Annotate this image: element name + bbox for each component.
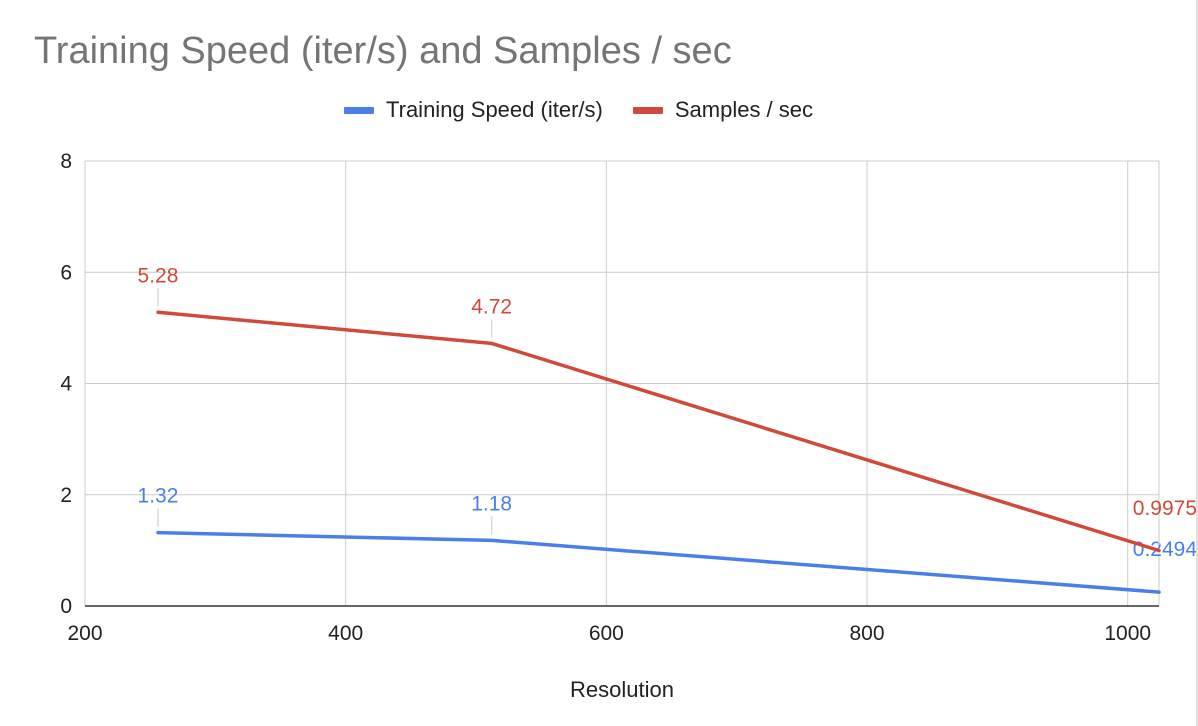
x-tick-label: 1000 xyxy=(1104,622,1151,645)
y-tick-label: 4 xyxy=(60,373,72,396)
data-label: 4.72 xyxy=(471,295,512,318)
data-label: 1.32 xyxy=(138,485,179,508)
legend-label-samples-per-sec: Samples / sec xyxy=(674,97,814,122)
y-tick-label: 6 xyxy=(60,261,72,284)
data-label: 5.28 xyxy=(138,264,179,287)
legend-item-training-speed[interactable]: Training Speed (iter/s) xyxy=(344,97,603,123)
data-label: 0.2494 xyxy=(1133,538,1198,561)
chart-legend: Training Speed (iter/s) Samples / sec xyxy=(344,97,843,123)
x-axis-title: Resolution xyxy=(570,677,674,702)
y-tick-label: 8 xyxy=(60,150,72,173)
data-label: 0.9975 xyxy=(1133,497,1197,520)
y-tick-label: 2 xyxy=(60,484,72,507)
legend-swatch-samples-per-sec xyxy=(632,106,663,114)
window-edge-divider xyxy=(1196,0,1198,726)
legend-swatch-training-speed xyxy=(344,106,374,114)
series-line-training-speed xyxy=(156,530,1161,594)
x-tick-label: 800 xyxy=(850,622,885,645)
legend-label-training-speed: Training Speed (iter/s) xyxy=(386,97,603,122)
chart-title: Training Speed (iter/s) and Samples / se… xyxy=(34,30,732,72)
data-label: 1.18 xyxy=(471,492,512,515)
x-tick-label: 200 xyxy=(67,622,102,645)
x-tick-label: 600 xyxy=(589,622,624,645)
series-line-samples-per-sec xyxy=(156,310,1161,553)
x-tick-label: 400 xyxy=(328,622,363,645)
y-tick-label: 0 xyxy=(60,595,72,618)
legend-item-samples-per-sec[interactable]: Samples / sec xyxy=(632,97,814,123)
